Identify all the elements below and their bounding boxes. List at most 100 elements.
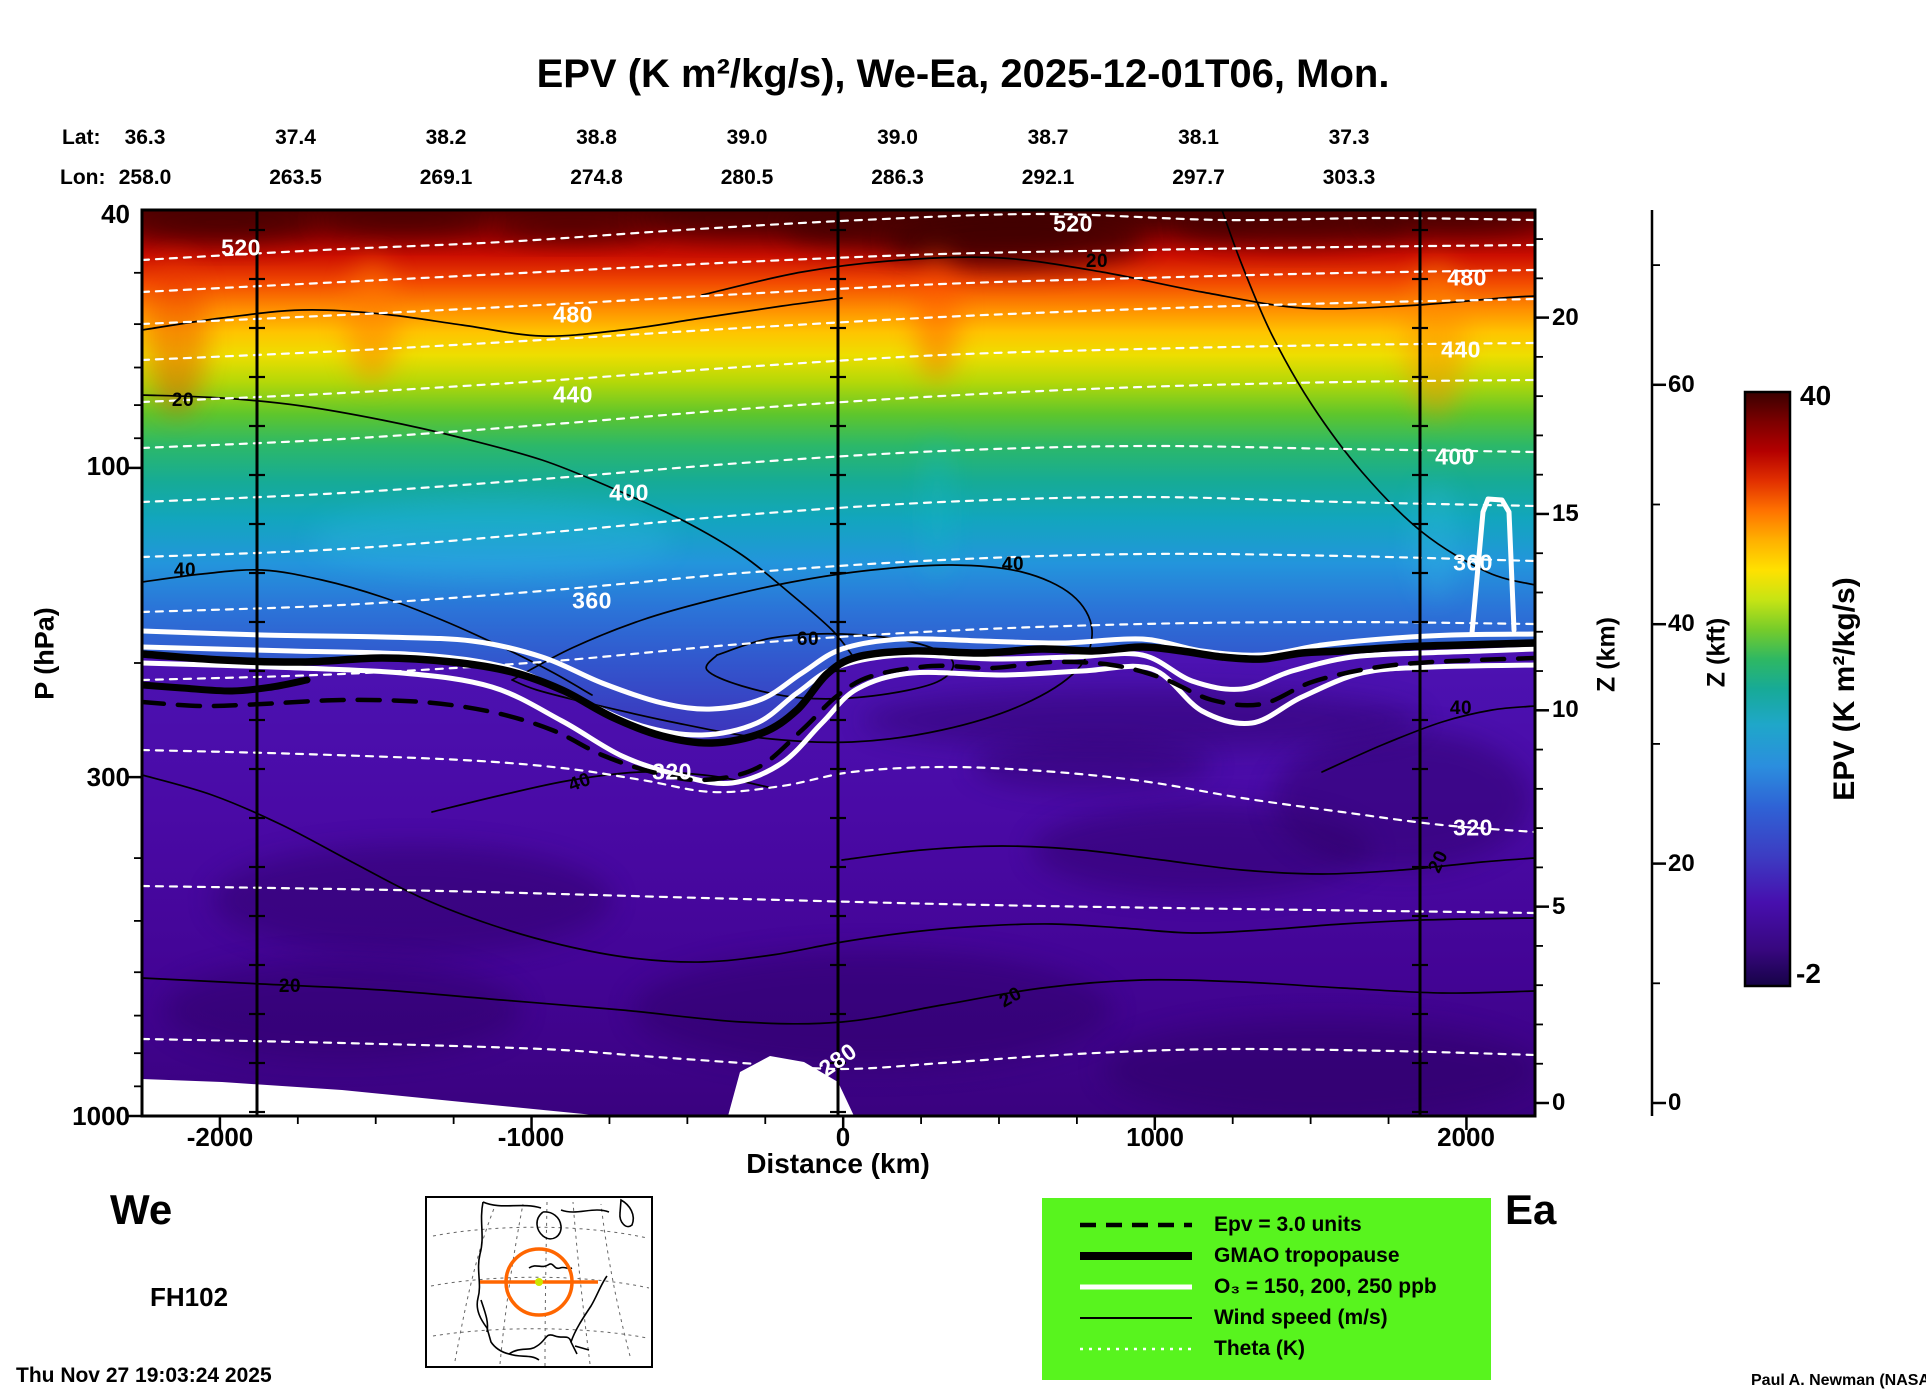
map-coastline <box>476 1198 635 1361</box>
ozone-contour-2 <box>142 660 1535 787</box>
theta-contour-440 <box>142 341 1535 404</box>
zkft-axis-title: Z (kft) <box>1702 617 1731 688</box>
lon-value: 297.7 <box>1172 166 1225 189</box>
epv3-line-sample <box>1080 1222 1192 1228</box>
plot-border <box>140 208 1537 1118</box>
theta-contour-360 <box>142 552 1535 614</box>
theta-contour-500 <box>142 243 1535 294</box>
lat-axis-values: 36.3 37.4 38.2 38.8 39.0 39.0 38.7 38.1 … <box>100 126 1394 150</box>
theta-contour-380 <box>142 495 1535 559</box>
x-axis-title: Distance (km) <box>746 1148 930 1179</box>
wind-contour-40 <box>431 771 773 813</box>
lon-value: 274.8 <box>570 166 623 189</box>
colorbar-min-label: -2 <box>1796 958 1821 989</box>
plot-frame <box>128 208 1666 1130</box>
theta-contour-280 <box>142 1037 1535 1071</box>
x-tick: 2000 <box>1437 1122 1495 1152</box>
legend-label: Epv = 3.0 units <box>1214 1213 1362 1236</box>
legend-item-wind: Wind speed (m/s) <box>1042 1303 1491 1333</box>
lat-value: 37.3 <box>1328 126 1370 149</box>
ozone-line-sample <box>1080 1284 1192 1290</box>
lat-value: 38.1 <box>1178 126 1219 149</box>
y-axis-title: P (hPa) <box>29 607 60 700</box>
tropopause-line-sample <box>1080 1252 1192 1260</box>
wind-contour-20 <box>1221 210 1535 586</box>
zkm-tick: 10 <box>1552 696 1579 723</box>
theta-contour-400 <box>142 444 1535 504</box>
wind-contour-20 <box>142 394 853 656</box>
zkm-tick: 20 <box>1552 304 1579 331</box>
gmao-tropopause-fold <box>142 676 311 695</box>
theta-contour-340 <box>142 620 1535 682</box>
credit-label: Paul A. Newman (NASA <box>1751 1372 1926 1389</box>
wind-contour-40 <box>142 568 593 696</box>
lat-value: 39.0 <box>877 126 918 149</box>
ozone-contour-0 <box>142 628 1535 712</box>
colorbar-title: EPV (K m²/kg/s) <box>1828 577 1861 801</box>
lon-axis-values: 258.0 263.5 269.1 274.8 280.5 286.3 292.… <box>100 166 1394 190</box>
legend-item-epv3: Epv = 3.0 units <box>1042 1210 1491 1240</box>
theta-contour-480 <box>142 268 1535 326</box>
theta-contour-420 <box>142 378 1535 450</box>
lon-value: 263.5 <box>269 166 322 189</box>
wind-contour-20 <box>142 977 1535 1025</box>
x-tick: -2000 <box>186 1122 254 1152</box>
lon-value: 292.1 <box>1021 166 1075 189</box>
y-tick-40: 40 <box>101 199 130 229</box>
terrain-cutout <box>728 1056 854 1116</box>
wind-contour-40 <box>1321 705 1535 773</box>
zkft-tick: 0 <box>1668 1089 1682 1116</box>
colorbar <box>1743 390 1792 988</box>
lat-value: 36.3 <box>124 126 166 149</box>
lat-value: 37.4 <box>275 126 316 149</box>
ozone-contour-spike <box>1469 496 1517 636</box>
lat-value: 38.2 <box>425 126 467 149</box>
zkm-axis-title: Z (km) <box>1592 617 1621 692</box>
y-tick-300: 300 <box>86 762 130 792</box>
legend-label: Theta (K) <box>1214 1337 1305 1360</box>
gmao-tropopause-line <box>142 639 1535 747</box>
zkm-tick: 5 <box>1552 893 1566 920</box>
legend-label: Wind speed (m/s) <box>1214 1306 1388 1329</box>
lat-axis-label: Lat: <box>62 126 101 149</box>
section-end-label: Ea <box>1505 1186 1557 1233</box>
x-tick: 1000 <box>1126 1122 1184 1152</box>
legend-box: Epv = 3.0 units GMAO tropopause O₃ = 150… <box>1042 1198 1491 1380</box>
colorbar-group <box>1743 390 1792 988</box>
zkft-tick: 20 <box>1668 850 1695 877</box>
wind-line-sample <box>1080 1317 1192 1319</box>
lon-value: 303.3 <box>1322 166 1376 189</box>
map-inset <box>425 1196 653 1368</box>
page-title: EPV (K m²/kg/s), We-Ea, 2025-12-01T06, M… <box>536 52 1390 96</box>
lon-value: 286.3 <box>871 166 924 189</box>
wind-contour-60 <box>705 632 955 700</box>
lon-axis-label: Lon: <box>60 166 106 189</box>
section-start-label: We <box>110 1186 173 1233</box>
theta-contour-300 <box>142 884 1535 915</box>
lat-value: 38.8 <box>576 126 617 149</box>
legend-item-ozone: O₃ = 150, 200, 250 ppb <box>1042 1272 1491 1302</box>
wind-contour-20 <box>142 774 1535 963</box>
legend-label: O₃ = 150, 200, 250 ppb <box>1214 1275 1437 1298</box>
section-range-circle <box>504 1247 574 1317</box>
map-inset-svg <box>430 1198 650 1367</box>
lat-value: 38.7 <box>1027 126 1069 149</box>
lon-value: 258.0 <box>118 166 172 189</box>
lon-value: 280.5 <box>720 166 774 189</box>
wind-contour-20 <box>142 297 843 337</box>
section-center-dot <box>535 1278 543 1286</box>
lat-value: 39.0 <box>726 126 768 149</box>
theta-line-sample <box>1080 1347 1192 1351</box>
legend-label: GMAO tropopause <box>1214 1244 1400 1267</box>
legend-item-theta: Theta (K) <box>1042 1334 1491 1364</box>
zkft-tick: 60 <box>1668 371 1695 398</box>
x-tick: 0 <box>835 1122 851 1152</box>
theta-contour-520 <box>142 212 1535 262</box>
map-graticule <box>430 1201 650 1367</box>
legend-item-tropopause: GMAO tropopause <box>1042 1241 1491 1271</box>
zkm-tick: 0 <box>1552 1089 1566 1116</box>
wind-contour-20 <box>841 845 1535 875</box>
zkft-tick: 40 <box>1668 610 1695 637</box>
